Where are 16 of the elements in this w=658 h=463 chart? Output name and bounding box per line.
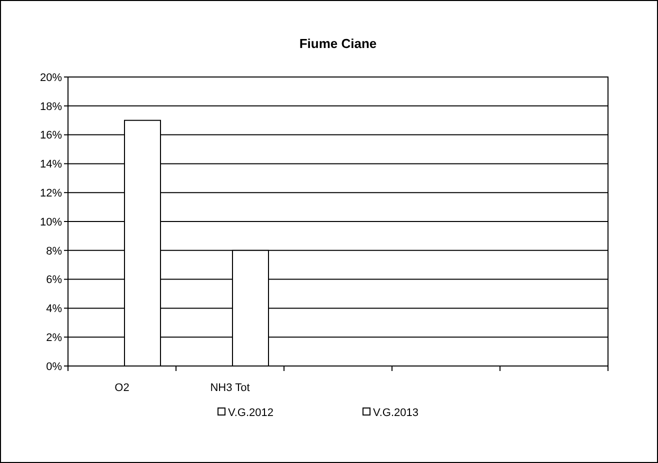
y-tick-label: 4% — [46, 303, 62, 316]
x-tick-label: NH3 Tot — [210, 382, 250, 394]
y-tick-label: 12% — [40, 187, 62, 200]
y-tick-label: 8% — [46, 245, 62, 258]
legend-label: V.G.2012 — [228, 407, 274, 419]
y-tick-label: 20% — [40, 72, 62, 84]
x-tick-label: O2 — [114, 382, 130, 394]
y-tick-label: 2% — [46, 332, 62, 344]
y-tick-label: 16% — [40, 130, 62, 142]
y-tick-label: 0% — [46, 360, 62, 373]
chart-title: Fiume Ciane — [299, 36, 377, 51]
y-tick-label: 10% — [40, 216, 62, 228]
y-tick-label: 14% — [40, 158, 62, 171]
y-tick-label: 6% — [46, 274, 62, 286]
y-tick-label: 18% — [40, 100, 62, 113]
legend-label: V.G.2013 — [373, 407, 418, 419]
